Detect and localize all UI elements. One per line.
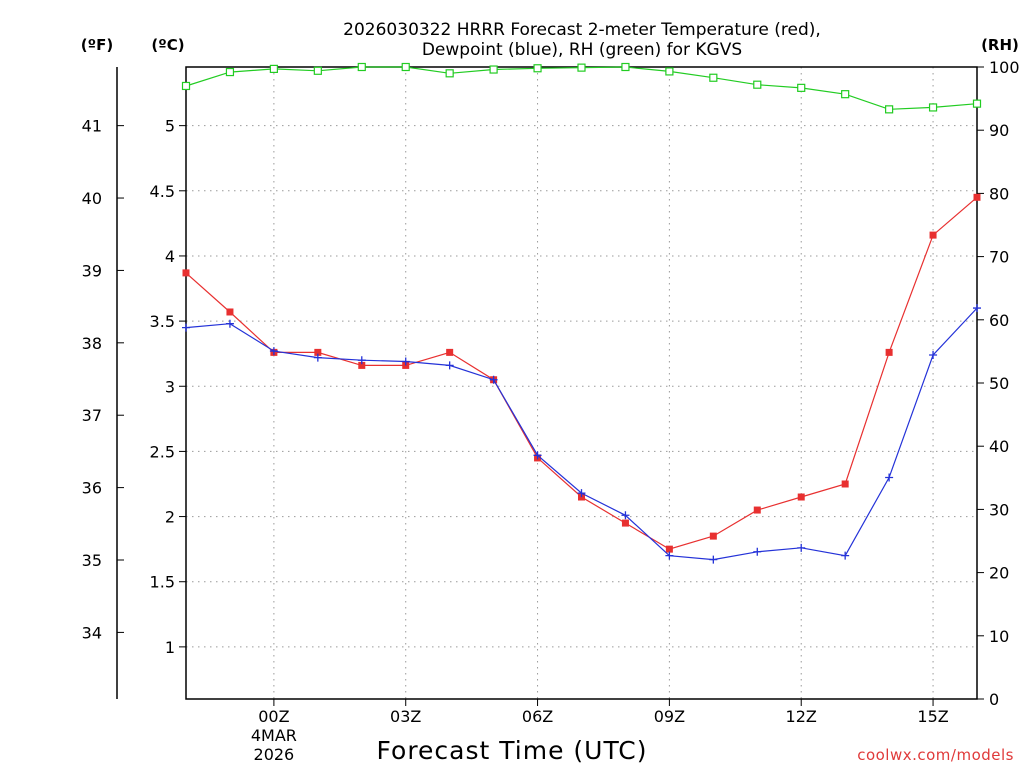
x-tick-label: 00Z [258,707,289,726]
temperature-point [358,361,366,369]
rh-tick-label: 70 [989,248,1009,267]
rh-point [313,66,322,75]
dewpoint-point [753,547,762,556]
rh-tick-label: 60 [989,311,1009,330]
temperature-point [665,545,673,553]
chart-title-line-2: Dewpoint (blue), RH (green) for KGVS [422,40,742,60]
fahrenheit-tick-label: 37 [82,406,102,425]
temperature-point [226,308,234,316]
temperature-point [446,348,454,356]
dewpoint-point [225,319,234,328]
rh-tick-label: 10 [989,627,1009,646]
rh-point [445,69,454,78]
celsius-unit-label: (ºC) [151,36,184,54]
celsius-tick-label: 4 [165,247,175,266]
dewpoint-point [841,551,850,560]
data-series [181,62,982,564]
rh-point [621,62,630,72]
rh-point [797,83,806,92]
rh-point [928,103,938,112]
temperature-point [621,519,629,527]
celsius-tick-label: 2 [165,508,175,527]
dewpoint-point [709,555,718,564]
dewpoint-point [313,353,322,362]
fahrenheit-tick-label: 41 [82,117,102,136]
rh-tick-label: 80 [989,184,1009,203]
rh-point [577,63,586,72]
celsius-tick-label: 5 [165,117,175,136]
dewpoint-point [269,347,278,356]
x-tick-label: 03Z [390,707,421,726]
axes: 1 1.5 2 2.5 3 3.5 4 4.5 5 34 35 36 37 38 39 40 41 0 10 20 30… [82,58,1020,764]
rh-point [225,67,235,77]
rh-point [489,65,498,74]
rh-point [665,67,674,76]
dewpoint-point [357,356,366,365]
rh-point [533,64,542,73]
temperature-point [182,269,190,277]
rh-point [709,73,718,82]
celsius-tick-label: 1.5 [150,573,175,592]
fahrenheit-tick-label: 40 [82,189,102,208]
rh-tick-label: 30 [989,500,1009,519]
rh-tick-label: 90 [989,121,1009,140]
x-date-label-month: 4MAR [251,726,297,745]
x-tick-label: 15Z [917,707,948,726]
x-date-label-year: 2026 [254,745,295,764]
temperature-point [797,493,805,501]
dewpoint-point [182,323,190,332]
dewpoint-point [621,511,630,520]
dewpoint-point [533,451,542,460]
fahrenheit-tick-label: 34 [82,623,102,642]
dewpoint-point [797,543,806,552]
temperature-point [973,193,981,201]
dewpoint-point [489,375,498,384]
rh-point [972,99,982,108]
celsius-tick-label: 3.5 [150,312,175,331]
rh-point [181,81,191,91]
dewpoint-point [885,473,894,482]
rh-tick-label: 100 [989,58,1020,77]
chart-title-line-1: 2026030322 HRRR Forecast 2-meter Tempera… [343,20,821,40]
dewpoint-point [401,357,410,366]
rh-point [753,80,762,89]
rh-point [269,64,278,73]
rh-tick-label: 40 [989,437,1009,456]
fahrenheit-tick-label: 39 [82,261,102,280]
dewpoint-point [929,350,938,359]
temperature-point [709,532,717,540]
fahrenheit-tick-label: 38 [82,334,102,353]
rh-point [885,105,894,114]
celsius-tick-label: 1 [165,638,175,657]
rh-unit-label: (RH) [981,36,1019,54]
rh-tick-label: 0 [989,690,999,709]
rh-point [401,62,410,72]
temperature-point [841,480,849,488]
celsius-tick-label: 4.5 [150,182,175,201]
dewpoint-point [577,489,586,498]
celsius-tick-label: 2.5 [150,442,175,461]
dewpoint-point [665,551,674,560]
fahrenheit-unit-label: (ºF) [81,36,113,54]
x-axis-label: Forecast Time (UTC) [377,736,648,765]
temperature-point [314,348,322,356]
dewpoint-point [445,361,454,370]
temperature-point [753,506,761,514]
source-credit: coolwx.com/models [857,746,1014,764]
temperature-point [929,231,937,239]
x-tick-label: 09Z [654,707,685,726]
celsius-tick-label: 3 [165,377,175,396]
rh-tick-label: 50 [989,374,1009,393]
fahrenheit-tick-label: 35 [82,551,102,570]
fahrenheit-tick-label: 36 [82,479,102,498]
rh-point [841,90,850,99]
dewpoint-point [973,304,981,313]
rh-point [357,62,366,72]
rh-tick-label: 20 [989,564,1009,583]
x-tick-label: 06Z [522,707,553,726]
temperature-point [885,348,893,356]
x-tick-label: 12Z [786,707,817,726]
